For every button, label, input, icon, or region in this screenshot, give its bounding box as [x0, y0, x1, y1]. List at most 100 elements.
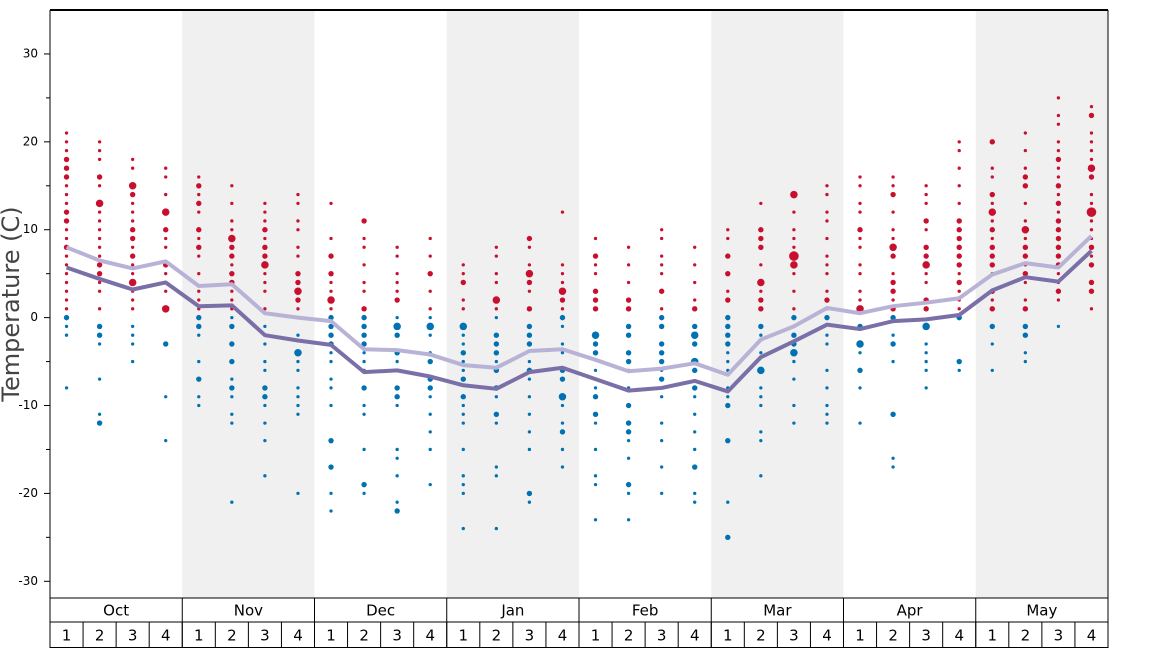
- temperature-dot: [1056, 210, 1061, 214]
- temperature-dot: [229, 270, 235, 277]
- y-tick-label: 10: [23, 222, 38, 236]
- temperature-dot: [560, 403, 565, 408]
- temperature-dot: [593, 386, 598, 390]
- temperature-dot: [63, 165, 70, 171]
- month-label: Oct: [103, 602, 129, 620]
- temperature-dot: [97, 228, 102, 232]
- temperature-dot: [989, 227, 995, 233]
- temperature-dot: [759, 201, 763, 206]
- temperature-dot: [131, 157, 135, 162]
- temperature-dot: [263, 280, 267, 285]
- temperature-dot: [592, 394, 599, 400]
- temperature-dot: [230, 184, 234, 188]
- temperature-dot: [592, 341, 599, 347]
- temperature-dot: [131, 219, 135, 223]
- temperature-dot: [328, 332, 334, 338]
- temperature-dot: [1089, 192, 1094, 197]
- temperature-dot: [161, 305, 170, 313]
- week-label: 1: [459, 627, 469, 645]
- temperature-dot: [1088, 262, 1095, 268]
- temperature-dot: [560, 324, 565, 329]
- temperature-dot: [922, 322, 930, 331]
- temperature-dot: [361, 332, 367, 338]
- temperature-dot: [1022, 183, 1029, 189]
- temperature-dot: [64, 254, 69, 258]
- temperature-dot: [64, 324, 69, 329]
- temperature-dot: [890, 288, 896, 294]
- temperature-dot: [560, 280, 565, 285]
- temperature-dot: [825, 236, 829, 241]
- temperature-dot: [63, 156, 70, 163]
- week-label: 3: [789, 627, 799, 645]
- temperature-dot: [726, 500, 730, 504]
- week-label: 4: [293, 627, 303, 645]
- temperature-dot: [890, 279, 896, 286]
- temperature-dot: [1088, 174, 1095, 180]
- temperature-dot: [758, 227, 764, 233]
- temperature-dot: [626, 245, 631, 249]
- temperature-dot: [494, 526, 498, 531]
- temperature-dot: [494, 307, 498, 311]
- temperature-dot: [197, 289, 201, 293]
- y-tick-label: -30: [18, 574, 38, 588]
- temperature-dot: [1055, 235, 1062, 242]
- temperature-dot: [989, 262, 995, 268]
- temperature-dot: [792, 228, 796, 232]
- temperature-dot: [989, 191, 995, 198]
- temperature-dot: [1023, 201, 1027, 206]
- week-label: 4: [425, 627, 435, 645]
- temperature-dot: [856, 340, 864, 348]
- temperature-dot: [1022, 270, 1029, 277]
- temperature-dot: [262, 253, 268, 259]
- temperature-dot: [329, 509, 333, 513]
- temperature-dot: [230, 263, 234, 267]
- temperature-dot: [394, 297, 400, 303]
- temperature-dot: [395, 456, 399, 460]
- temperature-dot: [263, 474, 267, 478]
- temperature-dot: [525, 269, 534, 278]
- temperature-dot: [296, 245, 300, 249]
- temperature-dot: [196, 323, 202, 330]
- temperature-dot: [395, 359, 399, 364]
- temperature-dot: [957, 289, 961, 293]
- temperature-dot: [129, 253, 136, 259]
- temperature-dot: [164, 439, 168, 443]
- temperature-dot: [263, 219, 267, 223]
- temperature-dot: [625, 481, 632, 488]
- week-label: 1: [855, 627, 865, 645]
- temperature-dot: [230, 412, 234, 416]
- temperature-dot: [1023, 236, 1027, 241]
- temperature-dot: [461, 298, 465, 302]
- temperature-dot: [526, 306, 533, 312]
- temperature-dot: [361, 314, 367, 321]
- temperature-dot: [361, 323, 367, 330]
- temperature-dot: [427, 385, 433, 391]
- temperature-dot: [362, 280, 366, 285]
- temperature-dot: [362, 289, 366, 293]
- temperature-dot: [230, 219, 234, 223]
- temperature-dot: [1022, 253, 1029, 259]
- temperature-dot: [394, 332, 400, 338]
- temperature-dot: [428, 236, 432, 241]
- temperature-dot: [725, 332, 731, 338]
- temperature-dot: [461, 368, 465, 373]
- temperature-dot: [825, 272, 829, 276]
- temperature-dot: [97, 148, 102, 153]
- temperature-dot: [891, 228, 895, 232]
- temperature-dot: [990, 166, 994, 170]
- temperature-dot: [263, 289, 267, 293]
- temperature-dot: [593, 272, 598, 276]
- temperature-dot: [262, 244, 268, 251]
- temperature-dot: [825, 263, 829, 267]
- temperature-dot: [726, 228, 730, 232]
- temperature-dot: [660, 254, 664, 258]
- temperature-dot: [461, 491, 465, 496]
- temperature-dot: [924, 228, 928, 232]
- temperature-dot: [824, 314, 830, 321]
- temperature-dot: [395, 403, 399, 408]
- temperature-dot: [492, 296, 501, 304]
- temperature-dot: [693, 447, 697, 452]
- week-label: 3: [260, 627, 270, 645]
- temperature-dot: [957, 140, 961, 144]
- temperature-dot: [693, 395, 697, 399]
